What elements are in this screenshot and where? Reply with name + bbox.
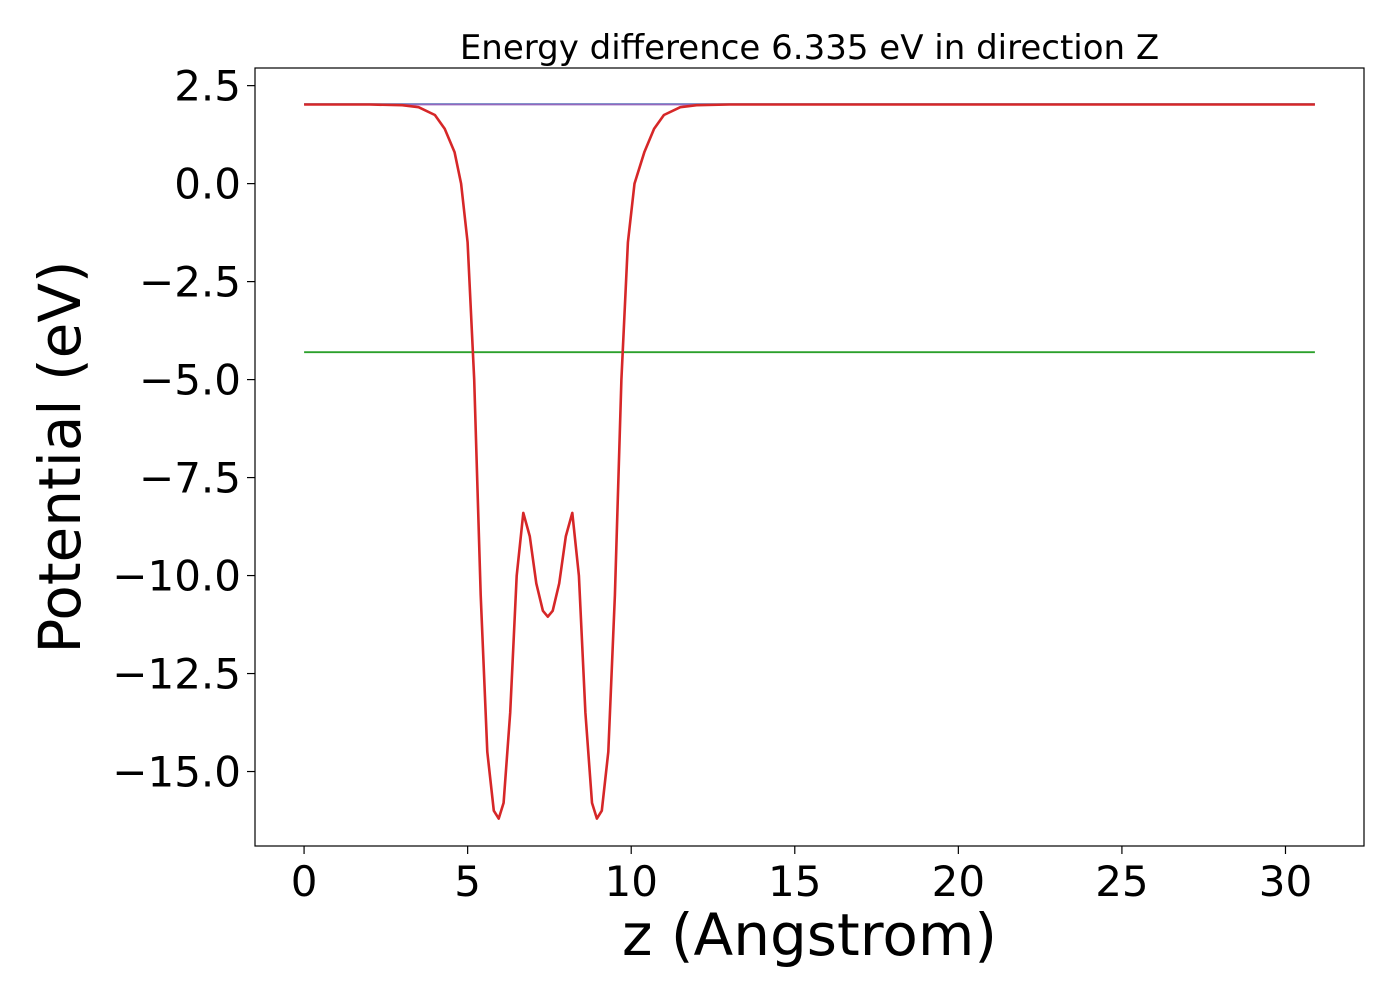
y-tick-label: −2.5	[139, 258, 241, 307]
x-axis-label: z (Angstrom)	[622, 901, 997, 969]
x-tick-label: 25	[1095, 857, 1148, 906]
x-tick-label: 0	[291, 857, 318, 906]
y-tick-label: −7.5	[139, 454, 241, 503]
y-tick-label: 2.5	[174, 62, 241, 111]
x-tick-label: 15	[768, 857, 821, 906]
x-tick-label: 10	[604, 857, 657, 906]
y-tick-label: −10.0	[112, 552, 241, 601]
y-axis-label: Potential (eV)	[26, 260, 94, 653]
planar-average-potential-line	[304, 103, 1315, 820]
x-tick-label: 5	[454, 857, 481, 906]
x-tick-label: 30	[1259, 857, 1312, 906]
plot-lines	[304, 103, 1315, 820]
y-tick-label: 0.0	[174, 160, 241, 209]
y-axis-ticks: 2.5 0.0 −2.5 −5.0 −7.5 −10.0 −12.5 −15.0	[112, 62, 255, 797]
y-tick-label: −5.0	[139, 356, 241, 405]
chart-title: Energy difference 6.335 eV in direction …	[460, 28, 1159, 68]
y-tick-label: −15.0	[112, 748, 241, 797]
y-tick-label: −12.5	[112, 650, 241, 699]
plot-frame	[254, 67, 1365, 847]
x-tick-label: 20	[932, 857, 985, 906]
x-axis-ticks: 0 5 10 15 20 25 30	[291, 846, 1312, 906]
